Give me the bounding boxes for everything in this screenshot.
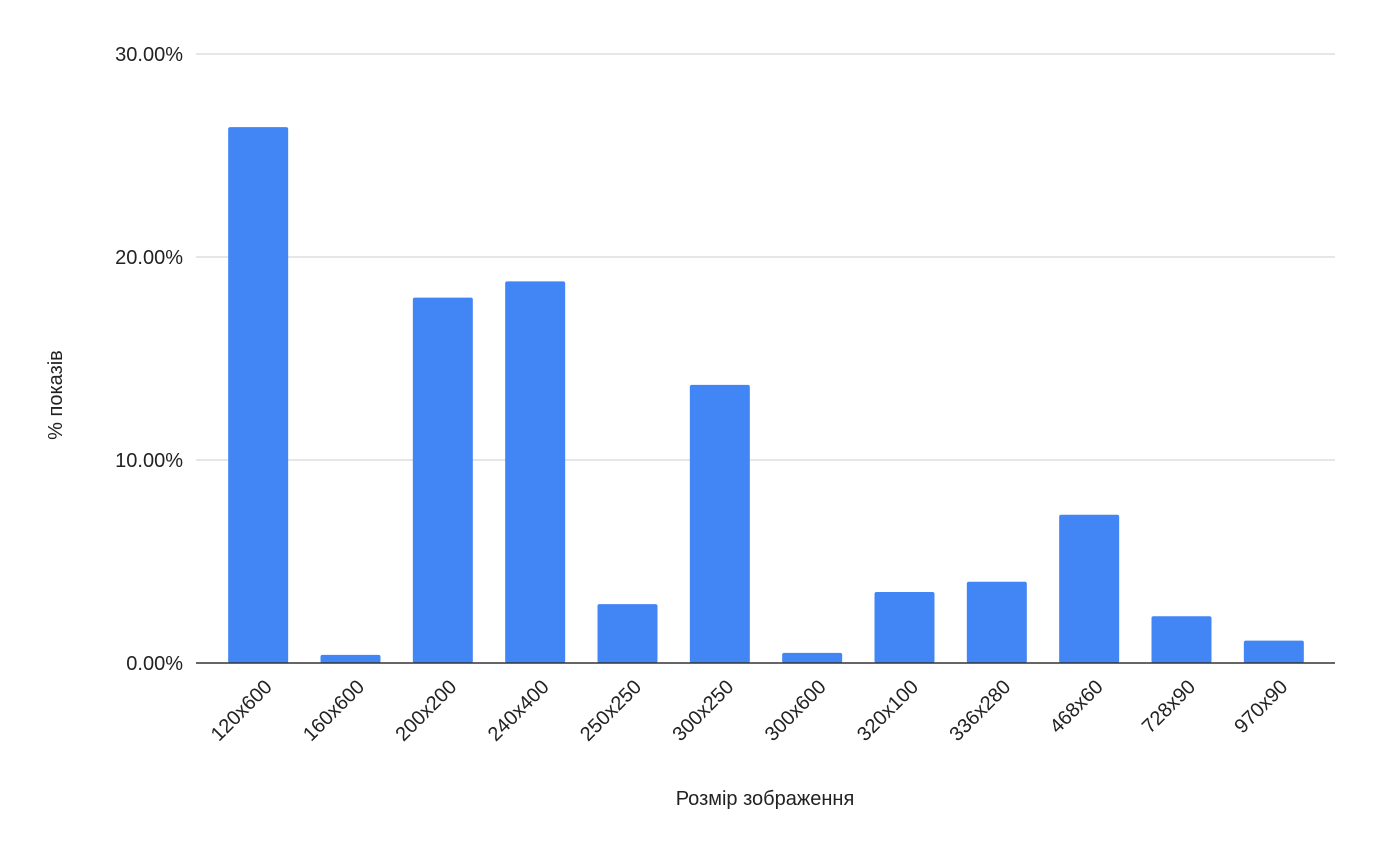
bar [1243, 640, 1304, 663]
bar [412, 297, 473, 663]
y-tick-label: 30.00% [115, 44, 183, 66]
x-tick-label: 970x90 [1230, 676, 1292, 738]
bar [597, 604, 658, 663]
x-tick-label: 160x600 [299, 676, 369, 746]
x-tick-label: 250x250 [576, 676, 646, 746]
y-tick-label: 10.00% [115, 450, 183, 472]
y-axis-title: % показів [45, 350, 67, 440]
x-axis-title: Розмір зображення [676, 788, 855, 810]
x-tick-label: 120x600 [207, 676, 277, 746]
x-tick-label: 728x90 [1138, 676, 1200, 738]
bar [966, 581, 1027, 663]
x-tick-label: 300x600 [761, 676, 831, 746]
bar [782, 652, 843, 663]
x-tick-label: 300x250 [668, 676, 738, 746]
x-tick-label: 320x100 [853, 676, 923, 746]
x-tick-label: 240x400 [484, 676, 554, 746]
x-tick-label: 336x280 [945, 676, 1015, 746]
bar [874, 591, 935, 663]
y-tick-label: 20.00% [115, 247, 183, 269]
bar [1151, 616, 1212, 663]
x-tick-label: 200x200 [391, 676, 461, 746]
bar [689, 384, 750, 663]
x-tick-label: 468x60 [1046, 676, 1108, 738]
bar [228, 127, 289, 663]
bar [320, 654, 381, 663]
bar [505, 281, 566, 663]
bar [1059, 514, 1120, 663]
y-tick-label: 0.00% [126, 653, 183, 675]
